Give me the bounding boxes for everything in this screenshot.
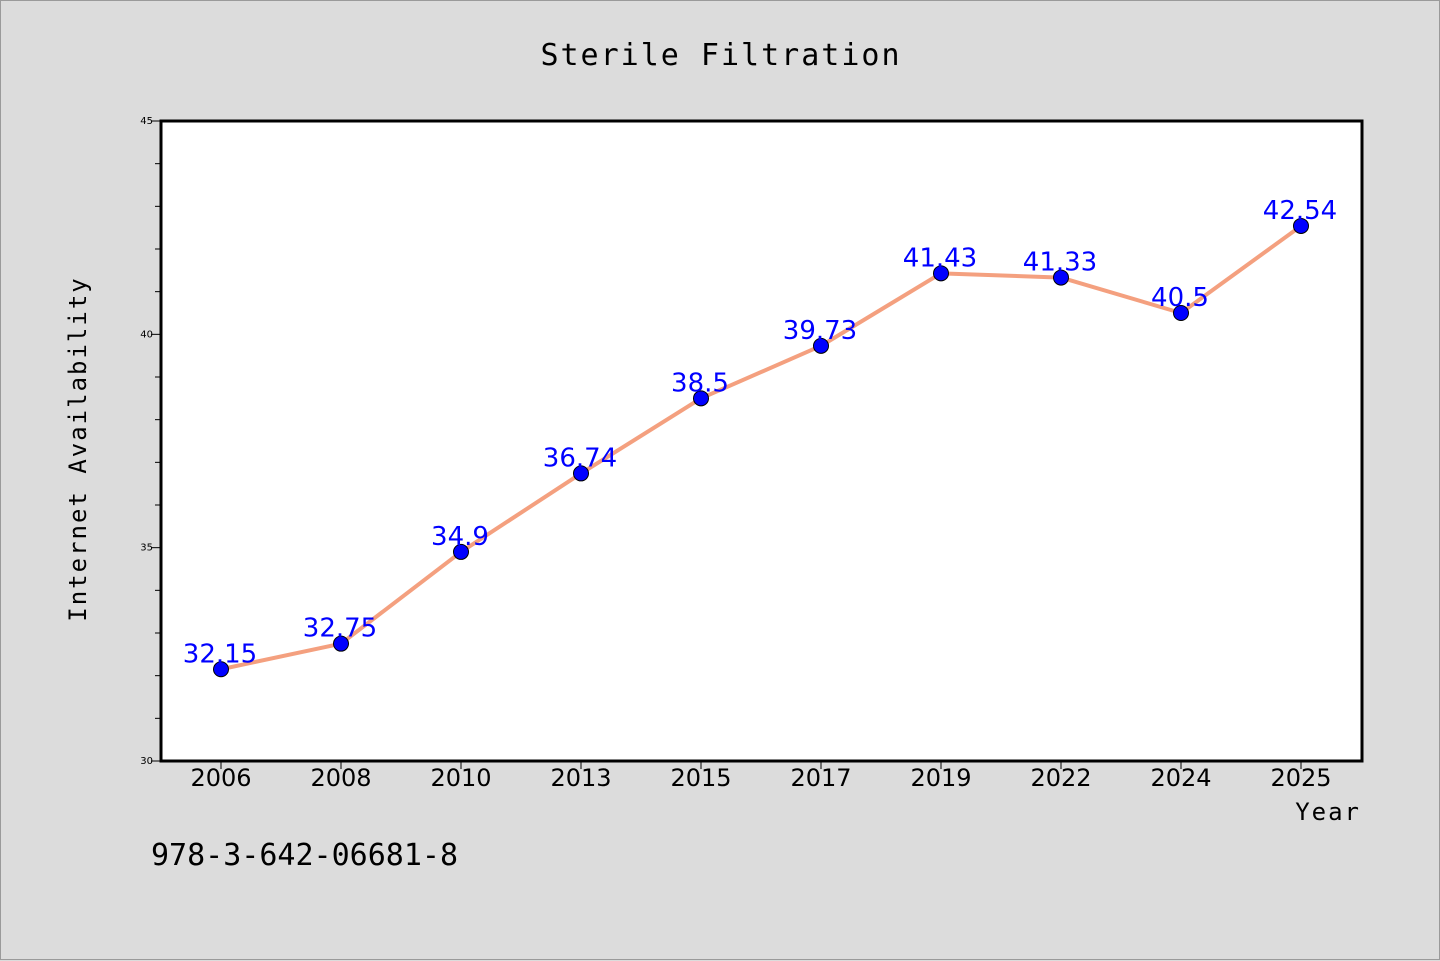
x-tick-label: 2015: [670, 764, 731, 792]
x-tick-label: 2006: [190, 764, 251, 792]
y-tick-label: 40: [140, 329, 153, 340]
x-tick-label: 2024: [1150, 764, 1211, 792]
y-tick-label: 35: [140, 543, 153, 554]
x-axis: 2006 2008 2010 2013 2015 2017 2019 2022 2024 2025: [190, 761, 1332, 792]
series-group: [213, 217, 1309, 678]
data-label: 40.5: [1151, 283, 1209, 313]
data-point: [1293, 217, 1309, 234]
data-point: [333, 635, 349, 652]
data-point: [573, 465, 589, 482]
x-tick-label: 2008: [310, 764, 371, 792]
chart-title: Sterile Filtration: [540, 38, 901, 73]
y-tick-label: 30: [140, 756, 153, 767]
data-point: [813, 337, 829, 354]
data-label: 41.33: [1023, 248, 1097, 278]
x-tick-label: 2025: [1270, 764, 1331, 792]
y-tick-label: 45: [140, 116, 153, 127]
data-point: [1173, 305, 1189, 321]
data-point: [933, 265, 949, 282]
y-axis: 30 35 40 45: [140, 116, 161, 767]
data-point: [693, 390, 709, 407]
footnote-isbn: 978-3-642-06681-8: [151, 838, 458, 873]
data-label: 39.73: [783, 316, 857, 346]
plot-area: [159, 119, 1364, 763]
series-line: [220, 224, 1303, 672]
data-label: 34.9: [431, 522, 489, 552]
data-point: [1053, 269, 1069, 286]
x-tick-label: 2019: [910, 764, 971, 792]
data-point: [213, 661, 229, 678]
x-tick-label: 2010: [430, 764, 491, 792]
x-tick-label: 2013: [550, 764, 611, 792]
x-tick-label: 2022: [1030, 764, 1091, 792]
x-axis-label: Year: [1295, 798, 1361, 826]
data-labels: 32.15 32.75 34.9 36.74 38.5 39.73 41.43 41.33 40…: [183, 196, 1337, 669]
data-label: 32.75: [303, 614, 377, 644]
data-point: [453, 543, 469, 560]
data-label: 38.5: [671, 368, 729, 398]
data-label: 41.43: [903, 243, 977, 273]
x-tick-label: 2017: [790, 764, 851, 792]
y-axis-label: Internet Availability: [64, 276, 92, 621]
data-label: 32.15: [183, 639, 257, 669]
data-label: 42.54: [1263, 196, 1337, 226]
data-label: 36.74: [543, 443, 617, 473]
